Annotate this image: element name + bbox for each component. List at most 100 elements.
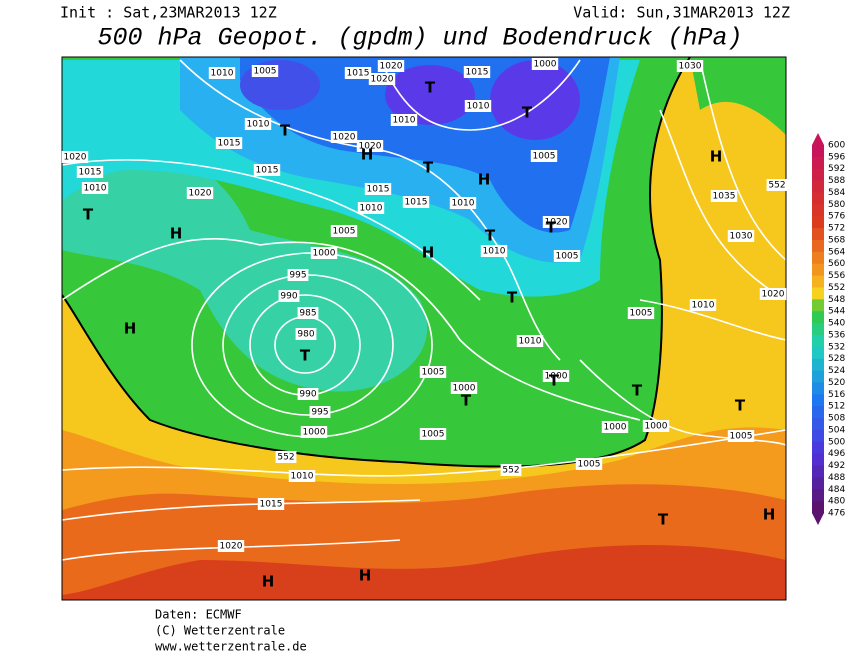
init-time: Init : Sat,23MAR2013 12Z [60, 4, 277, 22]
colorbar-cell [812, 370, 824, 383]
colorbar-label: 484 [828, 485, 845, 495]
pressure-center: T [549, 372, 560, 390]
colorbar-cell [812, 334, 824, 348]
colorbar-label: 568 [828, 235, 845, 245]
isobar-label: 1020 [64, 153, 87, 163]
pressure-center: T [632, 382, 643, 400]
colorbar-label: 476 [828, 509, 845, 519]
colorbar-label: 600 [828, 141, 845, 151]
colorbar-cell [812, 394, 824, 407]
colorbar-cell [812, 501, 824, 514]
colorbar-cell [812, 477, 824, 490]
colorbar-label: 532 [828, 342, 845, 352]
colorbar-label: 580 [828, 200, 845, 210]
isobar-label-bg [297, 307, 319, 319]
isobar-label-bg [364, 183, 392, 195]
isobar-label-bg [390, 114, 418, 126]
isobar-label: 1020 [220, 542, 243, 552]
colorbar-label: 520 [828, 378, 845, 388]
isobar-label: 1000 [645, 422, 668, 432]
isobar-label-bg [61, 151, 89, 163]
valid-time: Valid: Sun,31MAR2013 12Z [573, 4, 790, 22]
pressure-center: H [478, 171, 491, 189]
colorbar-cell [812, 311, 824, 324]
isobar-label: 552 [502, 466, 519, 476]
map-title: 500 hPa Geopot. (gpdm) und Bodendruck (h… [97, 24, 742, 53]
field-500 [385, 65, 475, 125]
colorbar-label: 504 [828, 425, 845, 435]
colorbar-cell [812, 418, 824, 431]
isobar-label-bg [710, 190, 738, 202]
isobar-label-bg [480, 245, 508, 257]
isobar-label: 1015 [405, 198, 428, 208]
isobar-label: 1000 [534, 60, 557, 70]
colorbar-label: 560 [828, 259, 845, 269]
isobar-label-bg [689, 299, 717, 311]
isobar-label-bg [257, 498, 285, 510]
pressure-center: H [359, 567, 372, 585]
isobar-label-bg [368, 73, 396, 85]
isobar-label-bg [288, 470, 316, 482]
colorbar-label: 584 [828, 188, 845, 198]
isobar-label-bg [419, 428, 447, 440]
isobar-label: 995 [289, 271, 306, 281]
colorbar-cell [812, 489, 824, 502]
colorbar-label: 576 [828, 212, 845, 222]
isobar-label: 1015 [347, 69, 370, 79]
pressure-center: H [422, 244, 435, 262]
colorbar-label: 512 [828, 402, 845, 412]
colorbar-cell [812, 429, 824, 443]
isobar-label: 1010 [452, 199, 475, 209]
pressure-center: T [300, 347, 311, 365]
colorbar-cell [812, 156, 824, 170]
isobar-label: 1005 [422, 368, 445, 378]
colorbar-label: 536 [828, 330, 845, 340]
isobar-label-bg [500, 464, 522, 476]
isobar-label: 1010 [467, 102, 490, 112]
isobar-label-bg [727, 230, 755, 242]
isobar-label-bg [402, 196, 430, 208]
colorbar-cell [812, 465, 824, 478]
isobar-label: 1000 [303, 428, 326, 438]
isobar-label-bg [676, 60, 704, 72]
isobar-label-bg [295, 328, 317, 340]
isobar-label-bg [419, 366, 447, 378]
colorbar-cell [812, 358, 824, 372]
colorbar-label: 556 [828, 271, 845, 281]
isobar-label-bg [759, 288, 787, 300]
colorbar-label: 516 [828, 390, 845, 400]
isobar-label: 1020 [371, 75, 394, 85]
isobar-label-bg [208, 67, 236, 79]
isobar-label: 1015 [367, 185, 390, 195]
isobar-label: 990 [280, 292, 297, 302]
colorbar-cell [812, 406, 824, 419]
isobar-label: 995 [311, 408, 328, 418]
isobar-label: 1015 [466, 68, 489, 78]
colorbar-label: 596 [828, 152, 845, 162]
isobar-label: 1010 [519, 337, 542, 347]
pressure-center: T [507, 289, 518, 307]
isobar-label: 1015 [79, 168, 102, 178]
isobar-label: 1020 [762, 290, 785, 300]
isobar-label-bg [215, 137, 243, 149]
isobar-label: 1000 [313, 249, 336, 259]
colorbar-cell [812, 263, 824, 277]
colorbar-label: 540 [828, 319, 845, 329]
isobar-label: 1015 [218, 139, 241, 149]
isobar-label: 1000 [545, 372, 568, 382]
isobar-label-bg [300, 426, 328, 438]
pressure-center: T [423, 159, 434, 177]
pressure-center: T [522, 104, 533, 122]
colorbar-cell [812, 216, 824, 229]
colorbar-arrow-top [812, 133, 824, 145]
isobar-label-bg [330, 131, 358, 143]
isobar-label-bg [601, 421, 629, 433]
isobar-label: 1005 [730, 432, 753, 442]
field-540 [62, 143, 428, 392]
isobar-label: 1010 [692, 301, 715, 311]
colorbar-cell [812, 168, 824, 182]
isobars [62, 59, 786, 561]
colorbar-label: 572 [828, 224, 845, 234]
footer-line: www.wetterzentrale.de [155, 640, 307, 654]
